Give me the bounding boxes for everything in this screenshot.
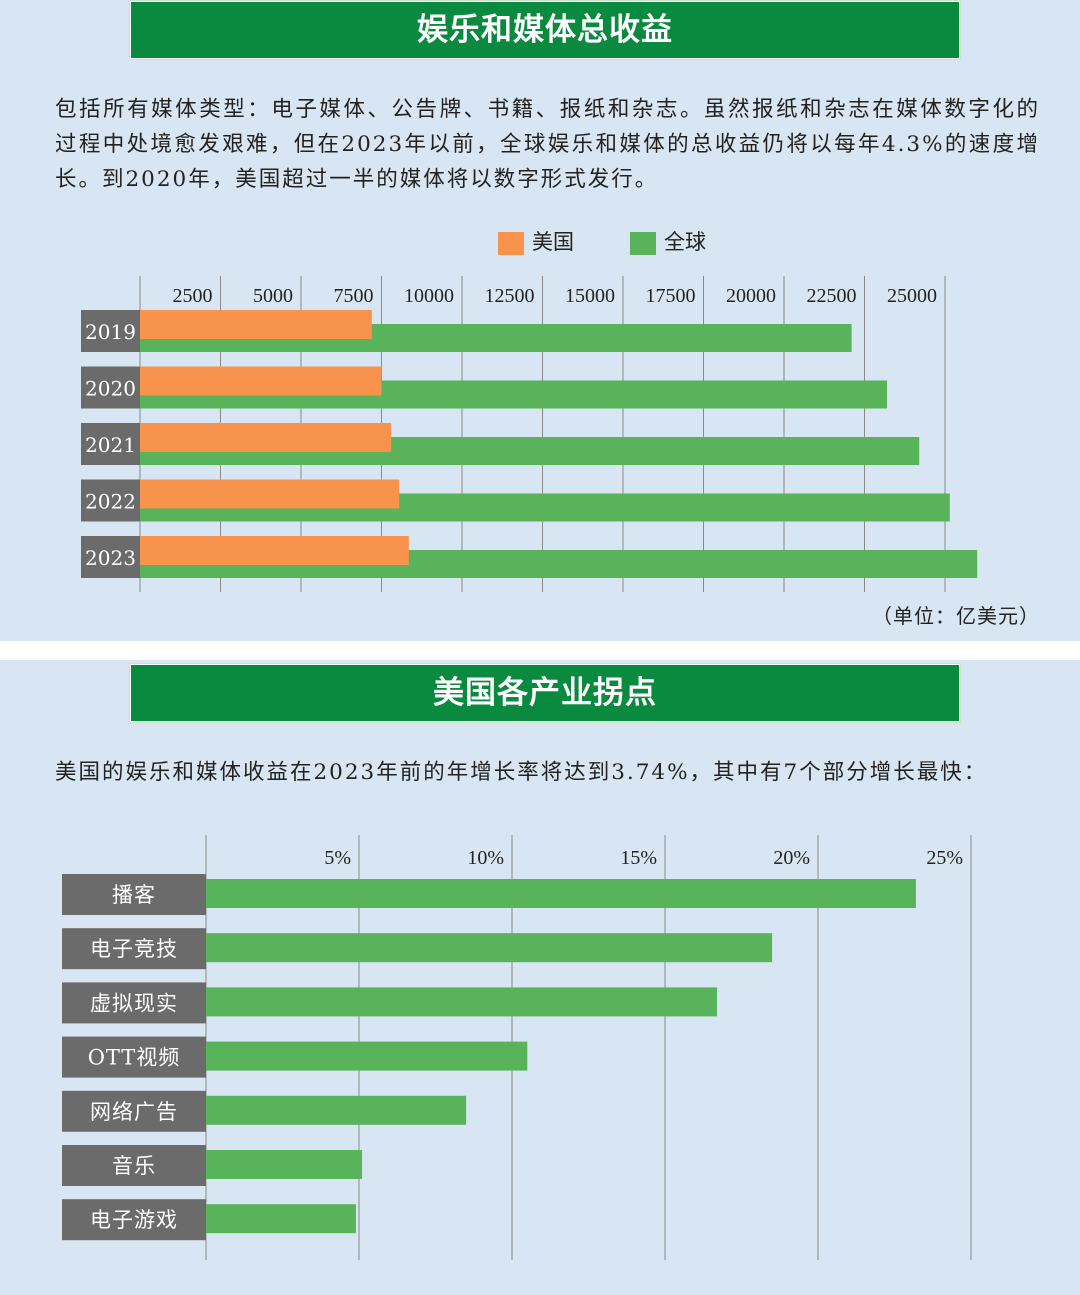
legend-global-label: 全球 — [664, 230, 706, 254]
year-label-bg — [81, 423, 140, 465]
x-tick-label: 15% — [620, 847, 657, 869]
growth-bar — [206, 1095, 467, 1125]
us-bar — [140, 423, 392, 452]
x-tick-label: 7500 — [334, 285, 374, 307]
growth-bar — [206, 1204, 356, 1234]
growth-bar — [206, 1150, 363, 1179]
category-label: 虚拟现实 — [90, 991, 178, 1015]
growth-bar — [206, 987, 718, 1017]
category-label: 电子竞技 — [90, 937, 178, 961]
x-tick-label: 20000 — [726, 285, 776, 307]
section2-title: 美国各产业拐点 — [130, 664, 960, 722]
us-bar — [140, 479, 400, 509]
x-tick-label: 10000 — [404, 285, 454, 307]
us-bar — [140, 536, 409, 565]
category-label: 音乐 — [112, 1154, 156, 1178]
x-tick-label: 2500 — [173, 285, 213, 307]
x-tick-label: 25000 — [887, 285, 937, 307]
growth-bar — [206, 879, 916, 908]
x-tick-label: 15000 — [565, 285, 615, 307]
year-label: 2023 — [85, 546, 136, 570]
growth-bar — [206, 1041, 528, 1071]
year-label: 2021 — [85, 433, 136, 457]
category-label-bg — [62, 1090, 206, 1132]
section2-paragraph: 美国的娱乐和媒体收益在2023年前的年增长率将达到3.74%，其中有7个部分增长… — [55, 760, 988, 785]
year-label-bg — [81, 310, 140, 352]
legend-global-swatch — [630, 232, 656, 255]
category-label-bg — [62, 982, 206, 1024]
category-label: OTT视频 — [88, 1046, 181, 1070]
year-label: 2020 — [85, 377, 136, 401]
x-tick-label: 22500 — [807, 285, 857, 307]
year-label: 2019 — [85, 320, 136, 344]
x-tick-label: 17500 — [646, 285, 696, 307]
x-tick-label: 25% — [926, 847, 963, 869]
category-label-bg — [62, 928, 206, 970]
growth-bar — [206, 933, 773, 963]
category-label: 网络广告 — [90, 1100, 178, 1124]
us-bar — [140, 366, 382, 396]
category-label: 播客 — [112, 883, 156, 907]
x-tick-label: 12500 — [485, 285, 535, 307]
unit-label: （单位：亿美元） — [872, 604, 1040, 628]
us-bar — [140, 310, 372, 339]
year-label-bg — [81, 366, 140, 409]
category-label-bg — [62, 1036, 206, 1078]
x-tick-label: 20% — [773, 847, 810, 869]
year-label-bg — [81, 479, 140, 522]
x-tick-label: 5000 — [253, 285, 293, 307]
legend-global: 全球 — [630, 229, 706, 255]
x-tick-label: 5% — [324, 847, 351, 869]
legend-us: 美国 — [498, 229, 574, 255]
year-label-bg — [81, 536, 140, 578]
legend-us-label: 美国 — [532, 230, 574, 254]
section1-title: 娱乐和媒体总收益 — [130, 1, 960, 59]
revenue-bar-chart: 2500 5000 7500 10000 12500 15000 17500 20000 225… — [81, 276, 978, 592]
year-label: 2022 — [85, 490, 136, 514]
legend-us-swatch — [498, 232, 524, 255]
category-label-bg — [62, 874, 206, 915]
category-label-bg — [62, 1145, 206, 1186]
inflection-panel — [0, 660, 1080, 1295]
x-tick-label: 10% — [467, 847, 504, 869]
section1-paragraph: 包括所有媒体类型：电子媒体、公告牌、书籍、报纸和杂志。虽然报纸和杂志在媒体数字化… — [55, 97, 1040, 192]
category-label: 电子游戏 — [90, 1208, 178, 1232]
category-label-bg — [62, 1199, 206, 1241]
